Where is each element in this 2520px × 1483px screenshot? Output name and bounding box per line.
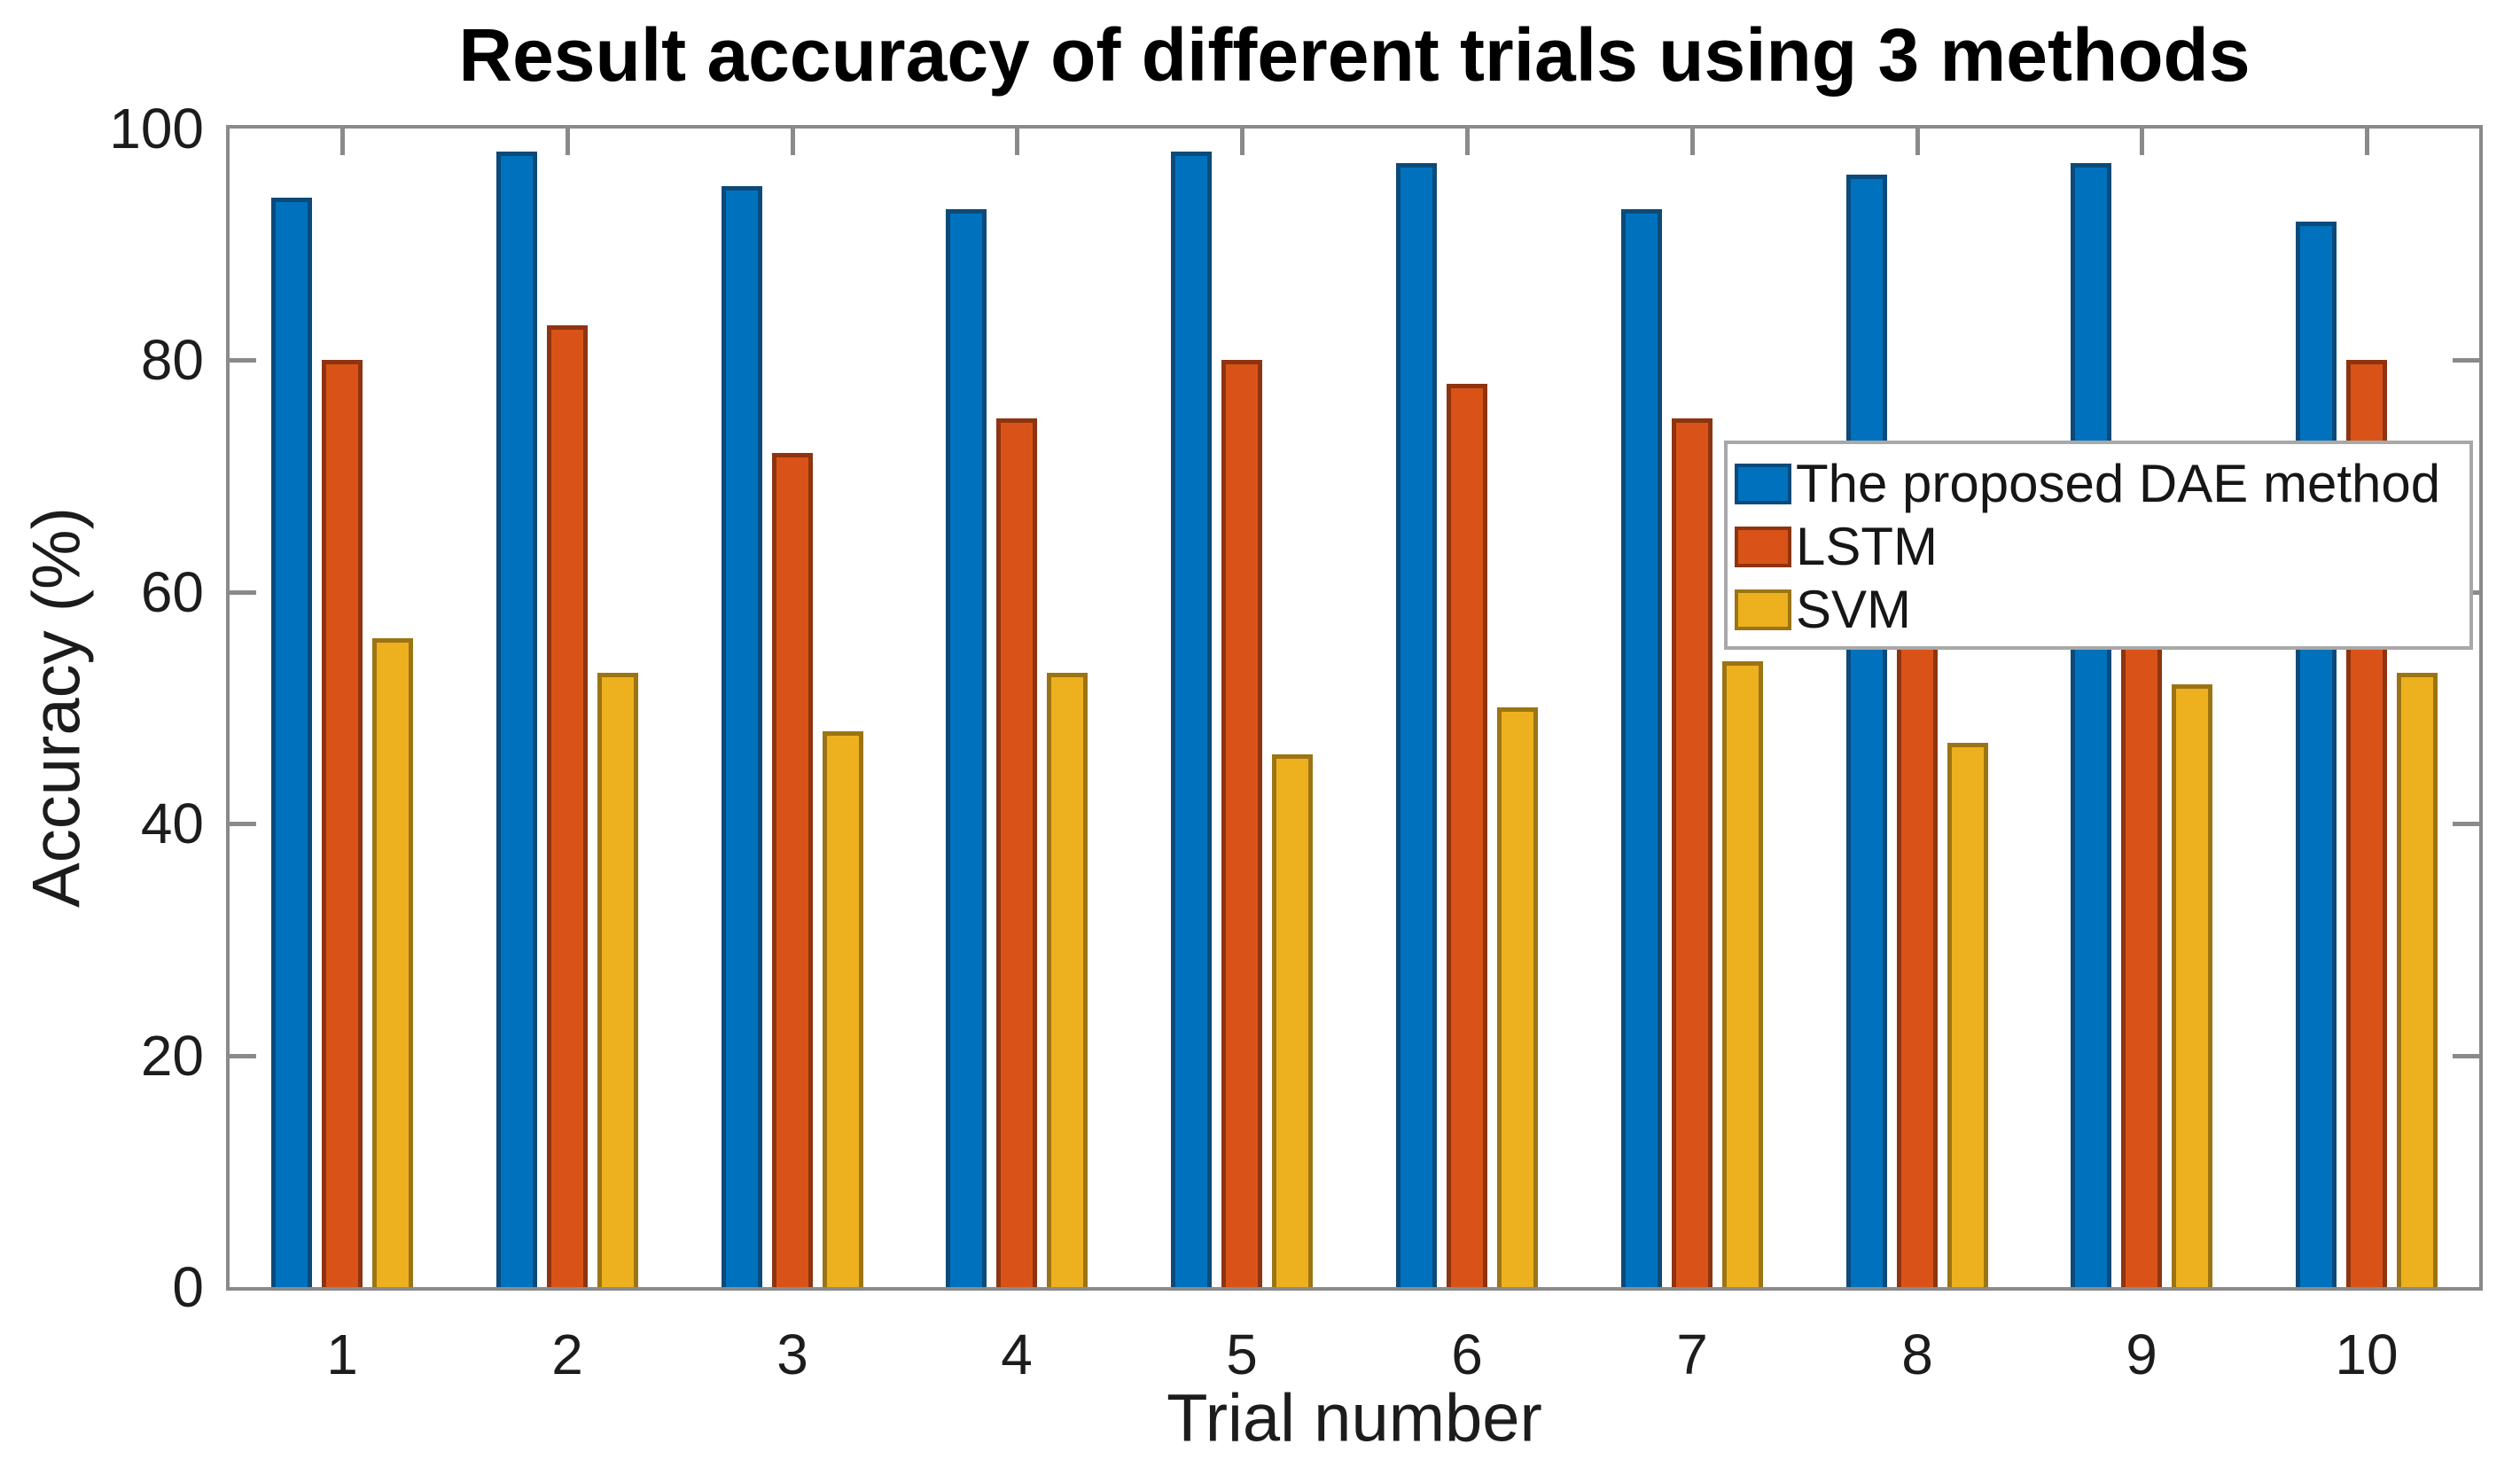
- legend: The proposed DAE method LSTM SVM: [1724, 441, 2473, 650]
- y-tick-mark-left-20: [230, 1053, 256, 1058]
- y-tick-mark-right-80: [2453, 358, 2479, 363]
- x-tick-mark-top-3: [790, 129, 795, 155]
- y-tick-label-100: 100: [109, 97, 204, 160]
- x-tick-mark-top-7: [1689, 129, 1695, 155]
- bar-svm-trial-5: [1272, 754, 1314, 1287]
- bar-the-proposed-dae-method-trial-2: [495, 152, 537, 1287]
- y-tick-mark-left-80: [230, 358, 256, 363]
- bar-lstm-trial-5: [1221, 360, 1263, 1287]
- x-tick-label-3: 3: [776, 1323, 808, 1386]
- x-tick-label-7: 7: [1676, 1323, 1708, 1386]
- bar-svm-trial-4: [1047, 673, 1088, 1287]
- chart-title: Result accuracy of different trials usin…: [458, 13, 2251, 97]
- legend-label-lstm: LSTM: [1796, 517, 1939, 576]
- bar-svm-trial-3: [822, 731, 863, 1287]
- x-tick-label-6: 6: [1451, 1323, 1483, 1386]
- y-tick-mark-right-40: [2453, 822, 2479, 827]
- x-tick-label-5: 5: [1226, 1323, 1258, 1386]
- x-tick-mark-top-9: [2140, 129, 2145, 155]
- bar-svm-trial-8: [1947, 743, 1988, 1287]
- bar-svm-trial-7: [1721, 661, 1763, 1287]
- bar-svm-trial-2: [597, 673, 638, 1287]
- plot-area: [226, 125, 2483, 1291]
- x-tick-mark-top-6: [1464, 129, 1470, 155]
- bar-lstm-trial-1: [321, 360, 363, 1287]
- x-axis-label: Trial number: [1166, 1380, 1542, 1456]
- bar-the-proposed-dae-method-trial-8: [1845, 175, 1887, 1287]
- x-tick-label-2: 2: [551, 1323, 583, 1386]
- bar-svm-trial-10: [2397, 673, 2438, 1287]
- y-tick-mark-left-60: [230, 589, 256, 595]
- bar-the-proposed-dae-method-trial-1: [270, 198, 312, 1287]
- bar-the-proposed-dae-method-trial-7: [1620, 209, 1662, 1287]
- y-tick-label-0: 0: [172, 1255, 204, 1319]
- x-tick-label-1: 1: [326, 1323, 358, 1386]
- bar-the-proposed-dae-method-trial-5: [1171, 152, 1213, 1287]
- bar-the-proposed-dae-method-trial-10: [2296, 222, 2337, 1287]
- x-tick-label-4: 4: [1001, 1323, 1033, 1386]
- x-tick-label-9: 9: [2126, 1323, 2157, 1386]
- y-tick-label-20: 20: [140, 1024, 204, 1088]
- legend-label-svm: SVM: [1796, 580, 1912, 639]
- x-tick-mark-top-8: [1915, 129, 1920, 155]
- legend-label-the-proposed-dae-method: The proposed DAE method: [1796, 454, 2441, 513]
- x-tick-mark-top-10: [2365, 129, 2370, 155]
- bar-lstm-trial-2: [546, 325, 588, 1287]
- bar-the-proposed-dae-method-trial-3: [721, 186, 762, 1287]
- legend-entry-the-proposed-dae-method: The proposed DAE method: [1735, 452, 2469, 515]
- x-tick-mark-top-4: [1015, 129, 1020, 155]
- bar-the-proposed-dae-method-trial-4: [946, 209, 987, 1287]
- y-tick-mark-left-40: [230, 822, 256, 827]
- x-tick-label-8: 8: [1901, 1323, 1933, 1386]
- legend-entry-svm: SVM: [1735, 578, 2469, 641]
- legend-swatch-lstm: [1735, 526, 1791, 567]
- bar-the-proposed-dae-method-trial-9: [2071, 163, 2112, 1287]
- x-tick-label-10: 10: [2335, 1323, 2399, 1386]
- bar-lstm-trial-7: [1671, 418, 1713, 1287]
- bar-svm-trial-1: [371, 638, 413, 1287]
- y-tick-label-80: 80: [140, 328, 204, 392]
- y-tick-mark-right-20: [2453, 1053, 2479, 1058]
- bar-lstm-trial-6: [1446, 384, 1487, 1287]
- y-tick-label-40: 40: [140, 792, 204, 855]
- bar-the-proposed-dae-method-trial-6: [1395, 163, 1437, 1287]
- bar-svm-trial-6: [1496, 707, 1538, 1287]
- legend-entry-lstm: LSTM: [1735, 515, 2469, 578]
- legend-swatch-svm: [1735, 589, 1791, 630]
- y-tick-label-60: 60: [140, 560, 204, 624]
- bar-svm-trial-9: [2172, 684, 2213, 1287]
- bar-lstm-trial-4: [996, 418, 1038, 1287]
- x-tick-mark-top-1: [339, 129, 345, 155]
- legend-swatch-the-proposed-dae-method: [1735, 463, 1791, 504]
- x-tick-mark-top-2: [565, 129, 570, 155]
- x-tick-mark-top-5: [1240, 129, 1245, 155]
- bar-lstm-trial-3: [771, 453, 813, 1287]
